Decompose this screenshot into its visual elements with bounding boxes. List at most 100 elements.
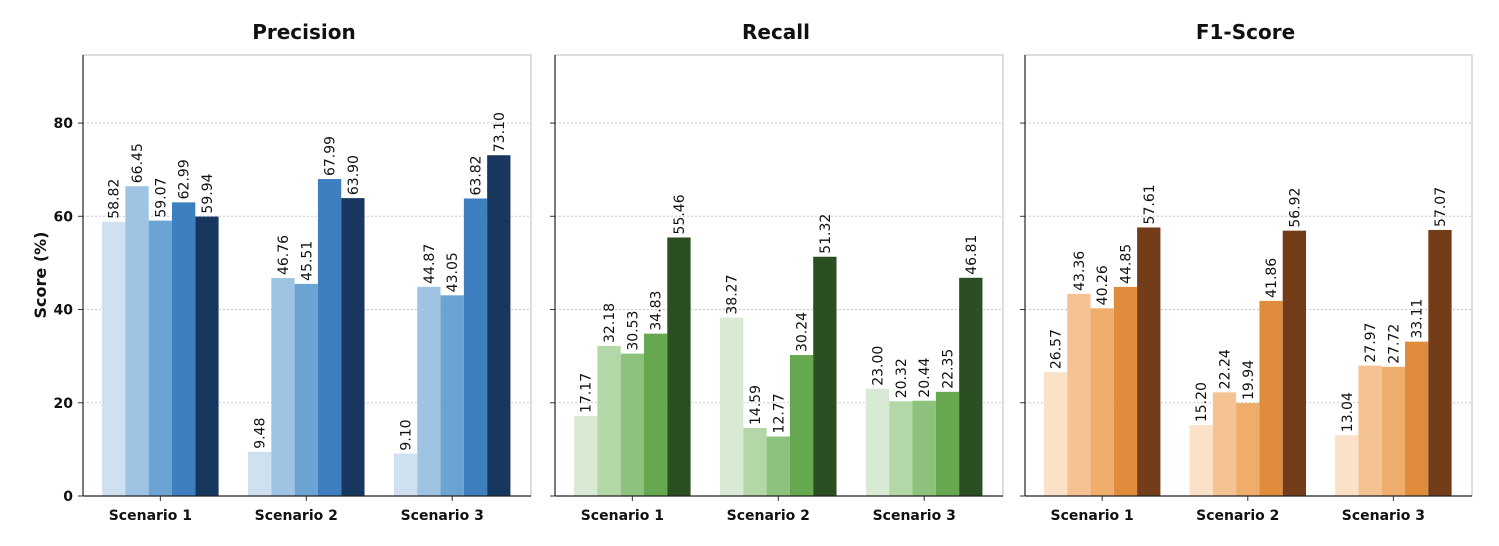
bar-s1-2 <box>393 453 418 496</box>
value-label: 55.46 <box>672 194 688 234</box>
bar-s1-1 <box>248 451 272 496</box>
panel-f1-score: 26.57 15.20 13.04 43.36 22.24 27.97 40.26 19.94… <box>1020 20 1473 524</box>
x-tick-label: Scenario 2 <box>1196 508 1279 524</box>
value-label: 9.48 <box>253 418 269 449</box>
value-label: 32.18 <box>602 303 618 343</box>
value-label: 66.45 <box>130 143 146 183</box>
bar-s1-0 <box>574 415 598 496</box>
y-tick-label: 80 <box>54 116 74 132</box>
value-label: 27.72 <box>1386 324 1402 364</box>
value-label: 26.57 <box>1049 329 1065 369</box>
panel-precision: 0 20 40 60 80 58.82 9.48 9.10 66.45 46.76 44.87 59.… <box>54 20 532 524</box>
bar-s4-0 <box>171 202 196 496</box>
value-label: 46.76 <box>276 235 292 275</box>
value-label: 23.00 <box>871 346 887 386</box>
value-label: 27.97 <box>1363 323 1379 363</box>
bar-s4-2 <box>463 198 488 496</box>
value-label: 20.32 <box>894 358 910 398</box>
x-tick-label: Scenario 3 <box>401 508 484 524</box>
bar-s3-0 <box>1090 308 1114 496</box>
value-label: 40.26 <box>1095 265 1111 305</box>
bar-s3-1 <box>294 283 318 496</box>
value-label: 17.17 <box>579 373 595 413</box>
value-label: 45.51 <box>299 241 315 281</box>
value-label: 46.81 <box>964 235 980 275</box>
bar-s3-1 <box>1236 403 1260 496</box>
value-label: 13.04 <box>1340 392 1356 432</box>
value-label: 43.05 <box>445 252 461 292</box>
bar-s1-2 <box>1335 435 1359 496</box>
bar-s2-1 <box>1212 392 1237 496</box>
value-label: 63.90 <box>346 155 362 195</box>
value-label: 59.94 <box>200 173 216 213</box>
value-label: 67.99 <box>323 136 339 176</box>
value-label: 38.27 <box>725 275 741 315</box>
panel-title: F1-Score <box>1196 20 1295 44</box>
value-label: 43.36 <box>1072 251 1088 291</box>
bar-s4-1 <box>317 179 342 496</box>
bar-s5-2 <box>959 277 983 496</box>
value-label: 22.24 <box>1217 349 1233 389</box>
value-label: 30.53 <box>625 311 641 351</box>
value-label: 19.94 <box>1241 360 1257 400</box>
bar-s1-2 <box>865 388 890 496</box>
value-label: 20.44 <box>917 358 933 398</box>
value-label: 56.92 <box>1287 188 1303 228</box>
value-label: 51.32 <box>818 214 834 254</box>
x-tick-label: Scenario 3 <box>873 508 956 524</box>
value-label: 44.87 <box>422 244 438 284</box>
x-tick-label: Scenario 2 <box>255 508 338 524</box>
x-tick-label: Scenario 2 <box>727 508 810 524</box>
bar-s3-2 <box>440 295 464 496</box>
value-label: 44.85 <box>1118 244 1134 284</box>
value-label: 33.11 <box>1410 299 1426 339</box>
value-label: 34.83 <box>649 291 665 331</box>
value-label: 57.07 <box>1433 187 1449 227</box>
bar-s2-2 <box>1358 365 1382 496</box>
panel-title: Precision <box>252 20 356 44</box>
value-label: 9.10 <box>399 419 415 450</box>
bar-s2-2 <box>417 286 441 496</box>
value-label: 73.10 <box>492 112 508 152</box>
bar-s1-0 <box>1043 372 1068 496</box>
value-label: 14.59 <box>748 385 764 425</box>
bar-s4-2 <box>1405 341 1429 496</box>
bar-s3-2 <box>1381 366 1406 496</box>
value-label: 15.20 <box>1194 382 1210 422</box>
bar-s5-0 <box>667 237 691 496</box>
value-label: 12.77 <box>771 393 787 433</box>
bar-s4-1 <box>789 355 814 496</box>
bar-s2-2 <box>889 401 913 496</box>
value-label: 63.82 <box>468 155 484 195</box>
panel-recall: 17.17 38.27 23.00 32.18 14.59 20.32 30.53 12.77… <box>550 20 1004 524</box>
bar-s5-0 <box>1137 227 1161 496</box>
value-label: 41.86 <box>1264 258 1280 298</box>
y-tick-label: 0 <box>63 489 73 505</box>
x-tick-label: Scenario 3 <box>1342 508 1425 524</box>
bar-s2-0 <box>125 186 149 497</box>
bar-s1-0 <box>102 221 126 497</box>
bar-s3-0 <box>148 220 172 496</box>
bar-s5-1 <box>1282 230 1307 497</box>
y-tick-label: 40 <box>54 303 74 319</box>
bar-s4-1 <box>1259 300 1283 496</box>
bar-s1-1 <box>1189 425 1213 496</box>
bar-s2-0 <box>597 345 621 496</box>
value-label: 22.35 <box>940 349 956 389</box>
value-label: 30.24 <box>795 312 811 352</box>
bar-s2-1 <box>271 278 295 496</box>
value-label: 62.99 <box>177 159 193 199</box>
bar-s1-1 <box>720 317 744 496</box>
bar-s5-1 <box>341 198 365 496</box>
bar-s5-1 <box>813 256 837 496</box>
bar-s2-1 <box>743 427 767 496</box>
y-tick-label: 20 <box>54 396 74 412</box>
bar-s4-2 <box>935 391 960 496</box>
bar-s4-0 <box>643 333 668 496</box>
y-tick-label: 60 <box>54 209 74 225</box>
value-label: 58.82 <box>107 179 123 219</box>
bar-s5-0 <box>195 216 219 496</box>
value-label: 59.07 <box>153 178 169 218</box>
bar-s3-1 <box>766 436 790 496</box>
